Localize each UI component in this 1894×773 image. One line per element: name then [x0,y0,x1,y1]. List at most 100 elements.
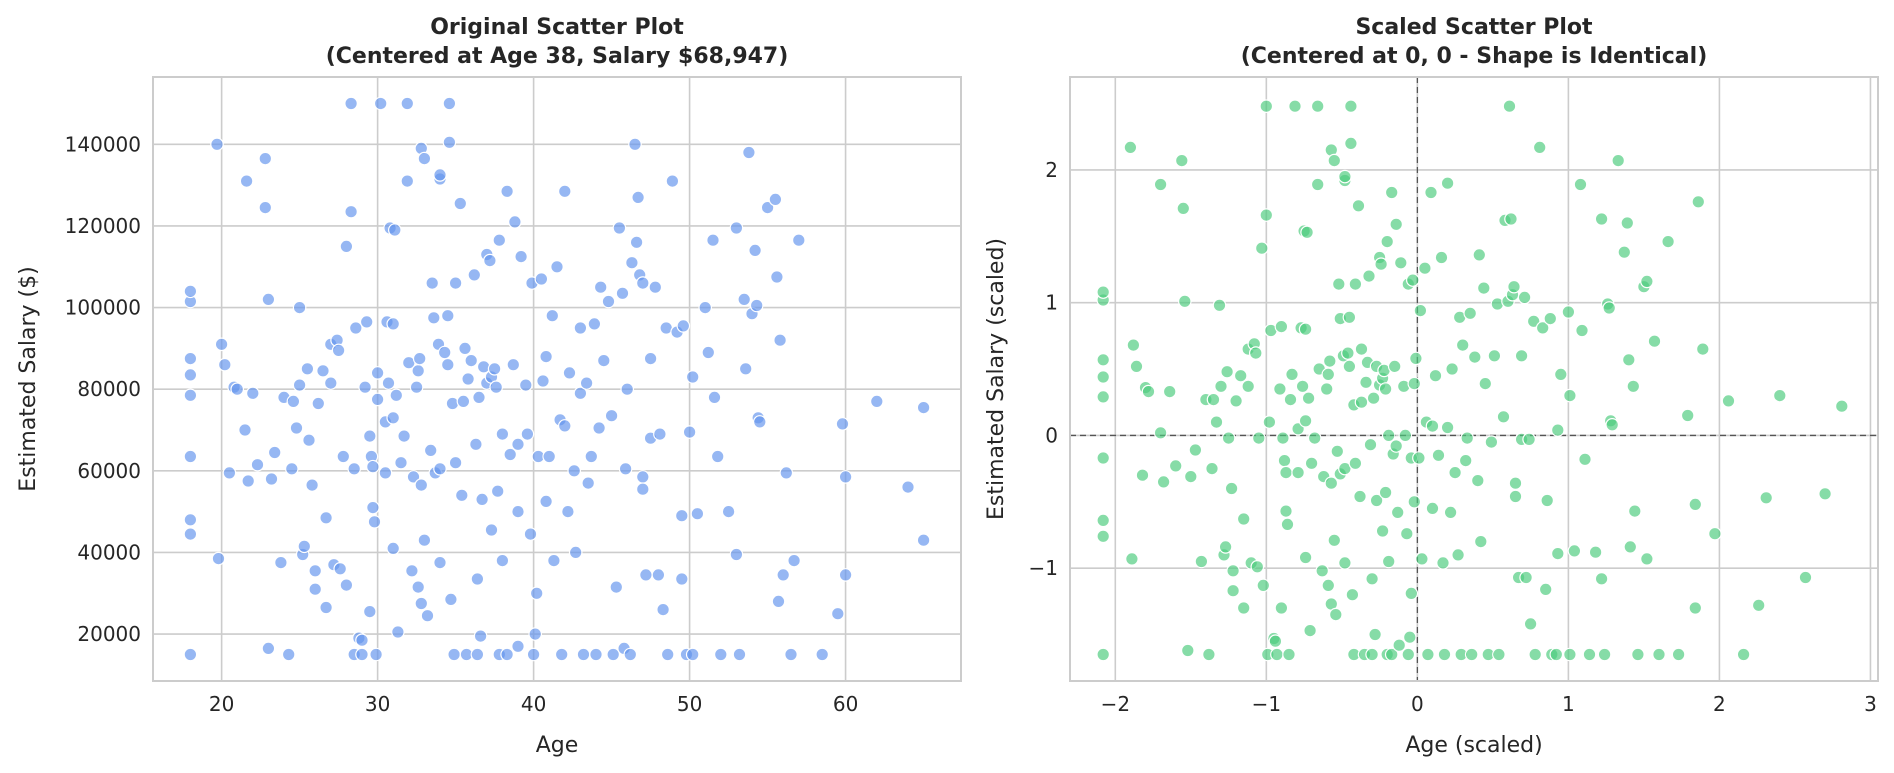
scatter-point [1369,493,1384,508]
scatter-point [267,445,282,460]
x-tick-label: 3 [1864,692,1877,716]
scatter-point [596,353,611,368]
scatter-point [1551,423,1565,437]
scatter-point [676,319,691,333]
scatter-point [1487,348,1502,363]
scatter-point [1424,185,1438,200]
scatter-point [183,284,198,299]
scatter-point [1332,277,1346,291]
scatter-point [1135,468,1150,482]
scatter-point [539,494,553,509]
scatter-point [348,321,363,335]
scatter-point [1573,177,1588,192]
scatter-point [447,647,461,662]
scatter-point [339,578,354,592]
scatter-point [604,408,619,423]
scatter-point [333,561,347,576]
y-tick-label: 2 [1045,158,1058,182]
scatter-point [776,568,790,582]
scatter-point [1096,647,1110,662]
scatter-point [344,96,358,111]
scatter-point [1255,241,1269,255]
scatter-point [475,492,489,507]
scatter-point [1378,382,1393,396]
scatter-point [1096,352,1110,367]
scatter-point [274,555,288,570]
scatter-point [1300,225,1314,240]
scatter-point [448,455,463,470]
scatter-point [414,596,429,611]
scatter-point [425,276,439,290]
scatter-point [444,592,458,607]
scatter-point [1096,529,1110,544]
scatter-point [587,317,602,331]
scatter-point [545,308,560,323]
scatter-point [1351,199,1366,213]
scatter-point [1578,452,1592,467]
scatter-point [838,470,853,484]
scatter-point [665,174,680,188]
scatter-point [1259,208,1274,222]
scatter-point [1209,415,1224,429]
scatter-point [701,345,716,360]
scatter-point [1330,444,1345,459]
scatter-point [1458,453,1473,468]
scatter-point [1582,647,1597,662]
y-axis-label: Estimated Salary (scaled) [984,238,1009,520]
scatter-point [1631,647,1645,662]
scatter-point [830,606,845,621]
scatter-point [1288,99,1302,113]
scatter-point [492,233,507,247]
scatter-point [417,533,432,547]
scatter-point [1620,216,1635,230]
scatter-point [1508,489,1523,504]
scatter-point [593,280,608,294]
y-tick-label: 120000 [65,214,141,238]
scatter-point [1688,497,1703,512]
scatter-point [454,488,469,503]
scatter-point [1126,338,1141,352]
chart-title-line-2: (Centered at 0, 0 - Shape is Identical) [1241,44,1708,69]
scatter-point [362,429,377,443]
scatter-point [1508,476,1523,490]
scatter-point [1413,303,1428,318]
scatter-point [1344,136,1358,151]
scatter-point [550,259,564,274]
scatter-point [222,466,237,480]
scatter-point [1602,301,1616,315]
scatter-point [300,361,315,376]
scatter-point [370,392,385,407]
scatter-point [1443,505,1458,520]
scatter-point [1280,517,1295,532]
scatter-point [1176,201,1191,216]
scatter-point [1338,556,1352,570]
scatter-point [651,568,666,582]
scatter-point [1129,359,1144,374]
scatter-point [183,527,198,541]
scatter-point [1344,99,1358,113]
scatter-point [682,425,697,439]
scatter-point [1384,185,1399,200]
scatter-point [381,376,396,390]
scatter-point [426,310,441,325]
scatter-point [1507,279,1521,294]
scatter-point [791,233,806,247]
scatter-point [1407,494,1422,509]
scatter-point [628,137,642,152]
scatter-point [579,376,594,390]
scatter-point [815,647,829,662]
scatter-point [1342,310,1357,325]
scatter-point [1492,647,1506,662]
scatter-point [1404,586,1419,601]
scaled-scatter-plot: Scaled Scatter Plot (Centered at 0, 0 - … [984,15,1879,758]
original-scatter-plot: Original Scatter Plot (Centered at Age 3… [16,15,962,758]
scatter-point [397,429,411,443]
scatter-point [467,268,482,282]
scatter-point [1304,456,1319,471]
scatter-point [1381,428,1396,443]
scatter-point [529,586,544,601]
scatter-point [1389,439,1403,453]
scatter-point [1285,367,1299,382]
scatter-point [218,357,232,372]
scatter-point [547,553,561,568]
